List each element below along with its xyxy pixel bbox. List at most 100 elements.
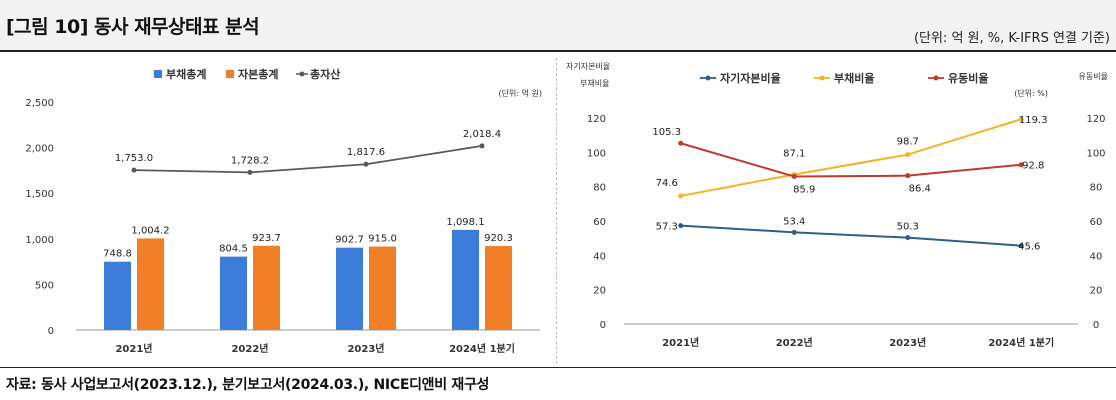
legend-marker (705, 75, 711, 81)
line-value-label: 85.9 (793, 185, 815, 196)
bar-value-label: 923.7 (252, 233, 281, 244)
unit-note: (단위: 억 원, %, K-IFRS 연결 기준) (913, 31, 1110, 46)
unit-label: (단위: 억 원) (499, 88, 542, 98)
line-value-label: 98.7 (897, 137, 919, 148)
bar (220, 256, 247, 330)
bar (369, 246, 396, 330)
bar-value-label: 804.5 (219, 244, 248, 255)
x-tick-label: 2021년 (662, 336, 699, 349)
balance-sheet-chart-panel: 부채총계 자본총계 총자산 (단위: 억 원) 0 500 1,000 1,500 2,000 2… (4, 56, 554, 366)
balance-sheet-chart: 부채총계 자본총계 총자산 (단위: 억 원) 0 500 1,000 1,500 2,000 2… (25, 67, 542, 355)
line-value-label: 86.4 (909, 184, 931, 195)
line-value-label: 2,018.4 (463, 129, 501, 140)
legend-label: 자기자본비율 (720, 71, 781, 85)
figure-title: [그림 10] 동사 재무상태표 분석 (6, 16, 260, 38)
y-tick-label-right: 20 (1090, 286, 1103, 297)
line-value-label: 50.3 (897, 222, 919, 233)
y-tick-label-left: 120 (587, 114, 606, 125)
bar-value-label: 902.7 (335, 235, 364, 246)
line-point (479, 143, 485, 149)
line-value-label: 74.6 (656, 178, 678, 189)
bar (253, 245, 280, 330)
bar (485, 246, 512, 330)
line-point (131, 167, 137, 173)
bar-value-label: 748.8 (103, 249, 132, 260)
line-point (678, 223, 684, 229)
panel-divider (556, 58, 557, 364)
line-value-label: 53.4 (783, 216, 805, 227)
y-tick-label-left: 40 (593, 251, 606, 262)
line-point (678, 193, 684, 199)
line-point (791, 174, 797, 180)
bar (452, 229, 479, 330)
left-axis-label-top: 자기자본비율 (566, 62, 610, 71)
y-tick-label: 0 (48, 326, 54, 337)
legend-swatch (154, 70, 162, 78)
legend-swatch (226, 70, 234, 78)
legend-label: 부채비율 (834, 71, 874, 85)
y-tick-label: 500 (35, 280, 54, 291)
y-tick-label-right: 100 (1086, 148, 1105, 159)
y-tick-label: 1,000 (25, 235, 54, 246)
line-value-label: 1,817.6 (347, 147, 385, 158)
line-value-label: 1,728.2 (231, 155, 269, 166)
line-value-label: 45.6 (1018, 242, 1040, 253)
y-tick-label-right: 40 (1090, 251, 1103, 262)
bar-value-label: 920.3 (484, 233, 513, 244)
x-tick-label: 2024년 1분기 (449, 342, 515, 355)
line-point (905, 173, 911, 179)
bar (336, 247, 363, 330)
line-point (1018, 243, 1024, 249)
y-tick-label-left: 20 (593, 286, 606, 297)
legend-label: 자본총계 (238, 67, 278, 81)
line-value-label: 119.3 (1019, 115, 1048, 126)
line-value-label: 1,753.0 (115, 153, 153, 164)
legend-label: 총자산 (310, 67, 340, 81)
y-tick-label-right: 0 (1093, 320, 1099, 331)
legend-label: 부채총계 (166, 67, 206, 81)
y-tick-label: 1,500 (25, 189, 54, 200)
ratio-line (680, 224, 1022, 247)
source-note: 자료: 동사 사업보고서(2023.12.), 분기보고서(2024.03.),… (6, 377, 490, 393)
legend-label: 유동비율 (948, 71, 988, 85)
bar (137, 238, 164, 330)
header-bar: [그림 10] 동사 재무상태표 분석 (단위: 억 원, %, K-IFRS … (0, 0, 1116, 52)
line-point (1018, 116, 1024, 122)
unit-label: (단위: %) (1014, 88, 1048, 98)
line-point (247, 169, 253, 175)
ratio-line (680, 142, 1022, 178)
x-tick-label: 2021년 (115, 342, 152, 355)
line-point (678, 140, 684, 146)
x-tick-label: 2024년 1분기 (988, 336, 1054, 349)
x-tick-label: 2022년 (776, 336, 813, 349)
line-value-label: 105.3 (652, 127, 681, 138)
x-tick-label: 2022년 (231, 342, 268, 355)
legend-marker (299, 71, 305, 77)
line-point (791, 229, 797, 235)
bar-value-label: 915.0 (368, 234, 397, 245)
footer-divider (0, 367, 1116, 368)
legend-marker (933, 75, 939, 81)
line-point (363, 161, 369, 167)
right-axis-label: 유동비율 (1079, 72, 1108, 81)
y-tick-label-right: 120 (1086, 114, 1105, 125)
y-tick-label-left: 100 (587, 148, 606, 159)
left-axis-label-bottom: 부채비율 (580, 78, 609, 88)
bar-value-label: 1,004.2 (131, 225, 169, 236)
y-tick-label-right: 60 (1090, 217, 1103, 228)
y-tick-label-left: 80 (593, 183, 606, 194)
legend-marker (819, 75, 825, 81)
y-tick-label-right: 80 (1090, 183, 1103, 194)
bar (104, 261, 131, 330)
ratio-chart-panel: 자기자본비율 부채비율 유동비율 (단위: %) 자기자본비율 부채비율 유동비율 0 0 20 2… (560, 56, 1114, 366)
x-tick-label: 2023년 (889, 336, 926, 349)
y-tick-label: 2,500 (25, 98, 54, 109)
line-value-label: 57.3 (656, 222, 678, 233)
line-point (905, 152, 911, 158)
line-value-label: 87.1 (783, 148, 805, 159)
y-tick-label-left: 60 (593, 217, 606, 228)
y-tick-label-left: 0 (600, 320, 606, 331)
y-tick-label: 2,000 (25, 144, 54, 155)
total-assets-line (133, 145, 483, 174)
